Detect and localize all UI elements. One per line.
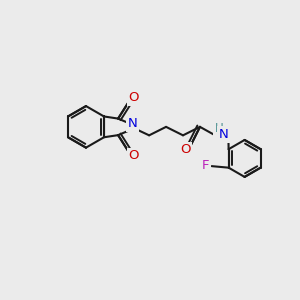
Text: N: N <box>127 117 137 130</box>
Text: F: F <box>202 159 209 172</box>
Text: O: O <box>128 149 139 162</box>
Text: N: N <box>219 128 229 141</box>
Text: O: O <box>180 143 190 157</box>
Text: H: H <box>215 122 224 135</box>
Text: O: O <box>128 91 139 104</box>
